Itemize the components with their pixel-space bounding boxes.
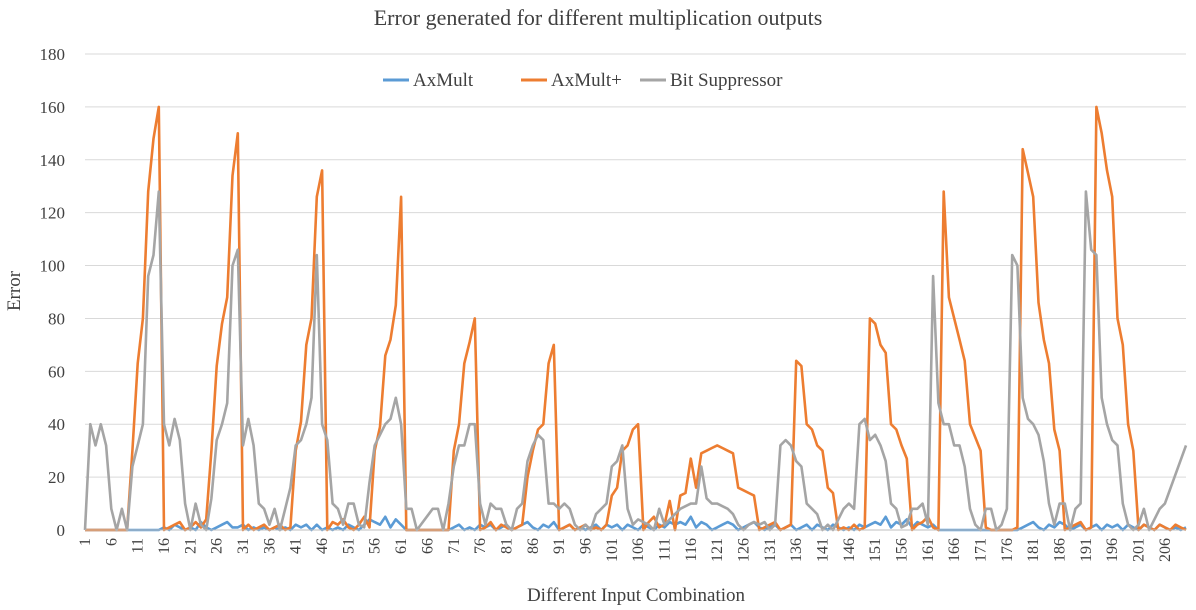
x-tick-label: 11	[130, 538, 147, 553]
x-axis-tick-labels: 1 6 11 16 21 26 31 36 41 46 51 56 61 66 71 76 81 86 91 96 10…	[77, 538, 1174, 562]
x-tick-label: 156	[894, 538, 911, 562]
chart-title: Error generated for different multiplica…	[374, 5, 823, 30]
x-tick-label: 171	[973, 538, 990, 562]
x-tick-label: 201	[1131, 538, 1148, 562]
x-tick-label: 81	[498, 538, 515, 554]
x-tick-label: 41	[288, 538, 305, 554]
x-tick-label: 161	[920, 538, 937, 562]
x-tick-label: 191	[1078, 538, 1095, 562]
x-tick-label: 131	[762, 538, 779, 562]
legend-label: AxMult	[413, 70, 474, 91]
y-tick-label: 60	[48, 362, 65, 381]
x-tick-label: 71	[446, 538, 463, 554]
legend: AxMult AxMult+ Bit Suppressor	[383, 70, 783, 91]
y-tick-label: 100	[40, 257, 66, 276]
x-tick-label: 66	[419, 538, 436, 554]
x-tick-label: 56	[367, 538, 384, 554]
y-tick-label: 80	[48, 309, 65, 328]
x-tick-label: 31	[235, 538, 252, 554]
x-tick-label: 181	[1025, 538, 1042, 562]
x-tick-label: 76	[472, 538, 489, 554]
x-tick-label: 6	[103, 538, 120, 546]
x-tick-label: 36	[261, 538, 278, 554]
x-tick-label: 126	[735, 538, 752, 562]
x-tick-label: 116	[683, 538, 700, 561]
x-tick-label: 101	[604, 538, 621, 562]
y-axis-label: Error	[4, 270, 25, 311]
series-lines	[83, 105, 1188, 532]
y-tick-label: 180	[40, 45, 66, 64]
x-tick-label: 86	[525, 538, 542, 554]
x-tick-label: 166	[946, 538, 963, 562]
x-tick-label: 141	[815, 538, 832, 562]
x-tick-label: 51	[340, 538, 357, 554]
gridlines	[85, 53, 1186, 478]
legend-label: AxMult+	[551, 70, 622, 91]
y-tick-label: 120	[40, 204, 66, 223]
y-tick-label: 20	[48, 468, 65, 487]
y-tick-label: 0	[57, 521, 66, 540]
x-tick-label: 46	[314, 538, 331, 554]
x-tick-label: 26	[209, 538, 226, 554]
x-tick-label: 146	[841, 538, 858, 562]
x-tick-label: 121	[709, 538, 726, 562]
y-axis-tick-labels: 0 20 40 60 80 100 120 140 160 180	[40, 45, 66, 540]
x-tick-label: 1	[77, 538, 94, 546]
x-tick-label: 16	[156, 538, 173, 554]
x-tick-label: 61	[393, 538, 410, 554]
x-tick-label: 111	[656, 538, 673, 561]
x-tick-label: 106	[630, 538, 647, 562]
x-tick-label: 21	[182, 538, 199, 554]
x-axis-label: Different Input Combination	[527, 585, 746, 606]
y-tick-label: 160	[40, 98, 66, 117]
x-tick-label: 206	[1157, 538, 1174, 562]
x-tick-label: 196	[1104, 538, 1121, 562]
x-tick-label: 136	[788, 538, 805, 562]
legend-label: Bit Suppressor	[670, 70, 783, 91]
x-tick-label: 151	[867, 538, 884, 562]
x-tick-label: 91	[551, 538, 568, 554]
x-tick-label: 96	[577, 538, 594, 554]
x-tick-label: 186	[1052, 538, 1069, 562]
y-tick-label: 140	[40, 151, 66, 170]
x-tick-label: 176	[999, 538, 1016, 562]
series-line-3	[83, 190, 1188, 532]
y-tick-label: 40	[48, 415, 65, 434]
